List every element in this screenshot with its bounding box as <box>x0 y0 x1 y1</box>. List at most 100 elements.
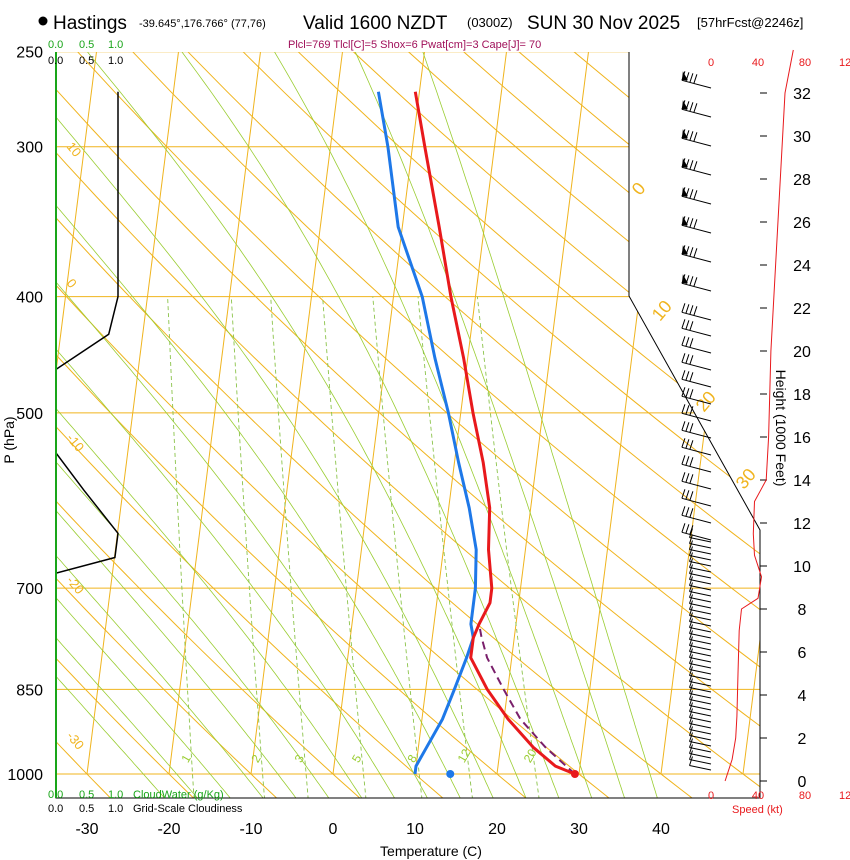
speed-tick-bottom: 0 <box>708 790 714 802</box>
wind-barb-feather <box>689 624 693 634</box>
dry-adiabat-line <box>56 52 760 798</box>
wind-barb-feather <box>689 648 693 658</box>
wind-barb-shaft <box>689 759 712 765</box>
wind-barb-shaft <box>689 675 712 681</box>
wind-barb-shaft <box>689 627 712 633</box>
dry-adiabat-line <box>56 52 760 798</box>
wind-barb-feather <box>685 388 690 398</box>
height-tick-label: 32 <box>793 86 811 103</box>
forecast-date: SUN 30 Nov 2025 <box>527 13 680 34</box>
cloudiness-tick-top: 1.0 <box>108 55 123 67</box>
moist-adiabat-line <box>56 52 396 798</box>
dry-adiabat-line <box>56 52 445 798</box>
isotherm-line <box>250 52 343 775</box>
wind-barb-feather <box>689 708 693 718</box>
moist-adiabat-line <box>56 52 331 798</box>
wind-barb-shaft <box>689 633 712 639</box>
wind-barb-shaft <box>689 591 712 597</box>
dry-adiabat-line <box>56 52 695 798</box>
wind-barb-shaft <box>689 717 712 723</box>
wind-barb-shaft <box>689 639 712 645</box>
cloudwater-tick-bottom: 1.0 <box>108 789 123 801</box>
speed-axis-label: Speed (kt) <box>732 804 783 816</box>
wind-barb-feather <box>689 525 694 535</box>
wind-barb-feather <box>681 523 686 533</box>
wind-barb-feather <box>689 594 693 604</box>
wind-barb-pennant <box>681 274 688 284</box>
isotherm-line <box>168 52 261 775</box>
wind-barb-feather <box>681 455 686 465</box>
moist-adiabat-line <box>69 52 527 798</box>
wind-barb-shaft <box>689 663 712 669</box>
isotherm-line <box>414 52 507 775</box>
wind-barb-feather <box>681 438 686 448</box>
wind-barb-feather <box>685 507 690 517</box>
dry-adiabat-line <box>56 52 760 798</box>
pressure-tick-label: 400 <box>16 290 43 307</box>
wind-barb-shaft <box>681 429 712 439</box>
wind-barb-shaft <box>689 615 712 621</box>
wind-barb-shaft <box>681 137 712 147</box>
wind-barb-feather <box>689 576 693 586</box>
wind-barb-feather <box>681 421 686 431</box>
wind-barb-feather <box>693 306 698 316</box>
wind-barb-feather <box>689 372 694 382</box>
mixing-ratio-line <box>372 296 423 798</box>
wind-barb-feather <box>681 370 686 380</box>
temperature-tick-label: 0 <box>329 821 338 838</box>
wind-barb-shaft <box>689 747 712 753</box>
wind-barb-shaft <box>681 531 712 541</box>
moist-adiabat-line <box>414 52 659 798</box>
wind-barb-shaft <box>681 108 712 118</box>
mixing-ratio-line <box>230 296 266 798</box>
wind-barb-feather <box>693 161 698 171</box>
temperature-tick-label: 10 <box>406 821 424 838</box>
cloudiness-tick-bottom: 1.0 <box>108 803 123 815</box>
moist-adiabat-line <box>345 52 626 798</box>
wind-barb-feather <box>689 457 694 467</box>
wind-barb-shaft <box>681 344 712 354</box>
wind-panel: 0 40 80 12 0 40 80 12 Speed (kt) Height … <box>681 49 850 816</box>
wind-barb-shaft <box>681 253 712 263</box>
wind-barb-shaft <box>689 657 712 663</box>
wind-barb-feather <box>689 247 694 257</box>
wind-barb-shaft <box>689 753 712 759</box>
dry-adiabat-line <box>253 52 760 798</box>
speed-tick-bottom: 80 <box>799 790 811 802</box>
wind-barb-feather <box>689 440 694 450</box>
wind-barb-shaft <box>689 693 712 699</box>
wind-barb-feather <box>693 103 698 113</box>
height-tick-label: 0 <box>798 774 807 791</box>
isotherm-label: -30 <box>64 728 88 752</box>
wind-barb-feather <box>685 354 690 364</box>
wind-barb-shaft <box>689 735 712 741</box>
wind-barb-feather <box>689 355 694 365</box>
stability-indices: Plcl=769 Tlcl[C]=5 Shox=6 Pwat[cm]=3 Cap… <box>288 39 541 51</box>
moist-adiabat-line <box>56 52 363 798</box>
wind-barb-feather <box>689 750 693 760</box>
wind-barb-feather <box>693 74 698 84</box>
speed-tick-bottom: 12 <box>839 790 850 802</box>
forecast-run: [57hrFcst@2246z] <box>697 15 803 30</box>
isotherm-line <box>742 52 760 775</box>
wind-barb-shaft <box>689 603 712 609</box>
temperature-tick-label: -30 <box>75 821 98 838</box>
y-axis-title: P (hPa) <box>1 416 17 463</box>
moist-adiabat-line <box>261 52 593 798</box>
dry-adiabat-line <box>56 52 612 798</box>
wind-barb-feather <box>681 353 686 363</box>
moist-adiabat-line <box>56 52 495 798</box>
wind-barb-feather <box>693 190 698 200</box>
wind-barb-feather <box>689 630 693 640</box>
dewpoint-line <box>376 91 478 775</box>
wind-barb-feather <box>685 439 690 449</box>
wind-barb-feather <box>689 684 693 694</box>
x-axis-title: Temperature (C) <box>380 843 482 859</box>
cloudiness-tick-top: 0.5 <box>79 55 94 67</box>
height-tick-label: 10 <box>793 559 811 576</box>
wind-barb-feather <box>689 508 694 518</box>
wind-barb-feather <box>689 305 694 315</box>
pressure-tick-label: 500 <box>16 406 43 423</box>
wind-barb-feather <box>689 660 693 670</box>
